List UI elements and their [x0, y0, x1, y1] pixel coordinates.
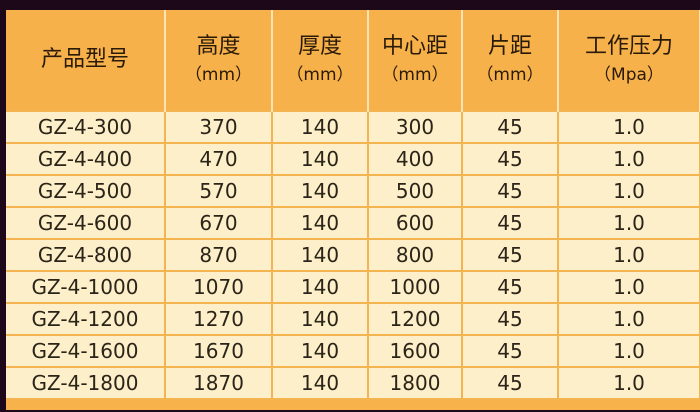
column-header: 高度 （mm）	[164, 10, 273, 111]
column-unit: （mm）	[476, 65, 544, 85]
table-cell: 140	[271, 206, 369, 240]
column-title: 中心距	[381, 34, 448, 59]
column-header: 片距 （mm）	[461, 10, 559, 111]
table-cell: 600	[367, 206, 463, 240]
table-cell: 45	[461, 238, 559, 272]
table-cell: 45	[461, 142, 559, 176]
table-cell: 140	[271, 142, 369, 176]
table-cell: 140	[271, 334, 369, 368]
table-row: GZ-4-500 570 140 500 45 1.0	[6, 174, 700, 208]
table-cell: 1800	[367, 366, 463, 400]
table-cell: 1.0	[557, 334, 700, 368]
table-row: GZ-4-400 470 140 400 45 1.0	[6, 142, 700, 176]
table-cell: 1.0	[557, 206, 700, 240]
table-cell: 1270	[164, 302, 273, 336]
table-cell: 1.0	[557, 270, 700, 304]
column-title: 高度	[196, 34, 241, 59]
column-unit: （mm）	[286, 65, 354, 85]
table-cell: 45	[461, 174, 559, 208]
table-cell: 500	[367, 174, 463, 208]
table-cell: GZ-4-500	[6, 174, 166, 208]
column-unit: （mm）	[381, 65, 449, 85]
table-cell: 1000	[367, 270, 463, 304]
table-cell: 140	[271, 366, 369, 400]
column-header: 产品型号	[6, 10, 166, 111]
table-cell: 870	[164, 238, 273, 272]
table-row: GZ-4-800 870 140 800 45 1.0	[6, 238, 700, 272]
table-cell: 45	[461, 334, 559, 368]
spec-table-container: 产品型号 高度 （mm） 厚度 （mm） 中心距 （mm） 片距 （mm） 工作压力 （Mpa） G…	[6, 10, 700, 410]
table-cell: 140	[271, 110, 369, 144]
column-header: 工作压力 （Mpa）	[557, 10, 700, 111]
column-title: 厚度	[297, 34, 342, 59]
table-row: GZ-4-300 370 140 300 45 1.0	[6, 110, 700, 144]
table-cell: GZ-4-600	[6, 206, 166, 240]
table-cell: 140	[271, 302, 369, 336]
table-cell: 1200	[367, 302, 463, 336]
column-unit: （mm）	[184, 65, 253, 85]
table-cell: 1870	[164, 366, 273, 400]
table-cell: 140	[271, 174, 369, 208]
column-title: 片距	[487, 34, 532, 59]
table-cell: 1.0	[557, 366, 700, 400]
table-row: GZ-4-1000 1070 140 1000 45 1.0	[6, 270, 700, 304]
column-title: 工作压力	[584, 34, 673, 59]
table-cell: 300	[367, 110, 463, 144]
table-cell: 45	[461, 270, 559, 304]
table-cell: 140	[271, 238, 369, 272]
table-cell: 570	[164, 174, 273, 208]
column-header: 厚度 （mm）	[271, 10, 369, 111]
table-cell: 45	[461, 110, 559, 144]
table-cell: 470	[164, 142, 273, 176]
header-row: 产品型号 高度 （mm） 厚度 （mm） 中心距 （mm） 片距 （mm） 工作压力 （Mpa）	[6, 10, 700, 111]
table-cell: 1.0	[557, 142, 700, 176]
column-title: 产品型号	[40, 47, 129, 72]
table-cell: 1.0	[557, 238, 700, 272]
table-cell: 1.0	[557, 302, 700, 336]
spec-table: 产品型号 高度 （mm） 厚度 （mm） 中心距 （mm） 片距 （mm） 工作压力 （Mpa） G…	[6, 10, 700, 400]
table-cell: GZ-4-1800	[6, 366, 166, 400]
table-cell: 1670	[164, 334, 273, 368]
column-header: 中心距 （mm）	[367, 10, 463, 111]
table-row: GZ-4-600 670 140 600 45 1.0	[6, 206, 700, 240]
table-cell: 1.0	[557, 174, 700, 208]
table-cell: 670	[164, 206, 273, 240]
table-cell: GZ-4-1600	[6, 334, 166, 368]
table-row: GZ-4-1200 1270 140 1200 45 1.0	[6, 302, 700, 336]
table-cell: 370	[164, 110, 273, 144]
table-cell: GZ-4-800	[6, 238, 166, 272]
table-cell: 800	[367, 238, 463, 272]
table-cell: 1070	[164, 270, 273, 304]
table-cell: 45	[461, 366, 559, 400]
table-cell: GZ-4-1000	[6, 270, 166, 304]
table-cell: GZ-4-300	[6, 110, 166, 144]
table-cell: GZ-4-400	[6, 142, 166, 176]
table-cell: 1600	[367, 334, 463, 368]
table-cell: 45	[461, 302, 559, 336]
table-cell: 45	[461, 206, 559, 240]
column-unit: （Mpa）	[594, 65, 664, 85]
table-cell: GZ-4-1200	[6, 302, 166, 336]
table-cell: 400	[367, 142, 463, 176]
table-row: GZ-4-1800 1870 140 1800 45 1.0	[6, 366, 700, 400]
table-row: GZ-4-1600 1670 140 1600 45 1.0	[6, 334, 700, 368]
table-cell: 1.0	[557, 110, 700, 144]
table-cell: 140	[271, 270, 369, 304]
